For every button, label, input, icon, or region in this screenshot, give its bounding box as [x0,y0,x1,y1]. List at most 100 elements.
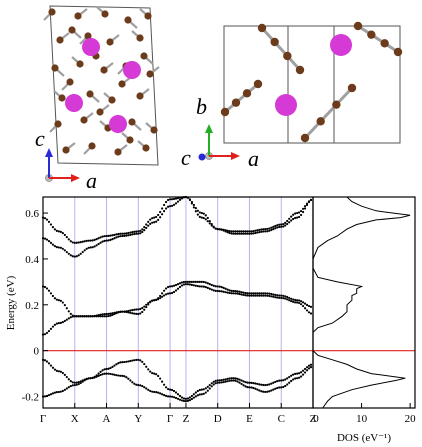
band-point [288,296,291,300]
band-point [53,391,57,394]
band-point [143,362,146,366]
band-point [166,285,170,289]
band-point [230,232,233,235]
band-point [272,225,275,228]
band-point [151,217,154,220]
band-point [111,238,114,241]
band-point [294,298,297,302]
band-point [49,364,53,367]
band-point [123,310,126,313]
band-point [43,285,47,289]
band-point [292,213,295,216]
band-point [276,224,279,227]
band-point [49,241,53,244]
band-point [266,294,269,297]
band-point [117,311,120,314]
carbon-atom [220,107,230,117]
band-point [222,380,225,384]
band-point [61,301,64,304]
carbon-atom [380,39,389,48]
band-point [59,321,62,324]
band-point [264,292,267,295]
band-point [266,227,269,231]
band-point [69,312,72,316]
band-point [105,372,108,375]
band-point [278,386,281,389]
band-point [218,379,221,382]
band-point [204,281,207,284]
band-point [290,215,293,218]
band-point [75,255,78,258]
band-point [232,230,235,233]
band-point [188,198,192,201]
carbon-atom [74,12,82,20]
band-point [278,225,281,229]
axis-label-b-right: b [196,94,207,119]
band-point [111,313,114,316]
dos-axis-ticks: 0 10 20 [312,403,416,425]
band-point [103,235,106,238]
band-point [234,290,237,293]
dos-axis-title: DOS (eV⁻¹) [337,432,391,444]
band-point [119,235,122,238]
band-point [260,228,263,231]
band-point [109,372,112,376]
carbon-atom [295,65,305,75]
band-point [61,389,64,393]
band-point [266,230,269,233]
band-point [153,372,156,375]
band-point [282,379,285,382]
band-point [224,378,227,381]
band-point [232,232,235,235]
carbon-atom [106,38,114,46]
band-point [53,368,57,371]
band-point [63,388,66,391]
band-point [141,360,144,363]
band-point [141,228,144,231]
band-point [212,289,215,292]
band-point [244,381,247,384]
band-point [71,381,74,384]
band-point [105,239,108,242]
band-point [188,399,192,402]
carbon-atom [150,126,158,134]
band-point [149,370,152,373]
carbon-atom [114,148,122,156]
band-point [268,390,271,393]
band-point [91,315,94,318]
band-point [222,290,225,293]
band-point [208,222,211,225]
band-point [117,232,120,236]
band-point [77,241,80,244]
band-point [89,246,92,249]
band-point [206,220,209,223]
band-point [206,216,209,220]
band-point [53,228,57,231]
band-point [248,381,251,384]
band-point [47,329,51,333]
band-point [226,291,229,294]
band-point [200,280,203,283]
crystal-structure-left-view: c a [35,5,160,193]
band-point [210,283,213,287]
band-point [87,315,90,318]
band-point [125,376,128,379]
band-point [296,299,299,302]
band-point [149,300,152,303]
band-point [268,294,271,298]
carbon-atom [101,10,109,18]
band-point [178,198,182,201]
band-point [153,216,156,219]
band-point [309,312,313,315]
band-point [47,240,51,243]
band-point [113,312,116,316]
band-point [168,395,172,398]
band-point [194,210,197,213]
band-point [280,379,283,382]
band-point [143,305,146,308]
band-point [69,379,72,383]
band-point [204,391,207,394]
band-point [45,360,49,363]
dos-tick-label: 10 [356,413,368,425]
band-point [49,393,53,396]
